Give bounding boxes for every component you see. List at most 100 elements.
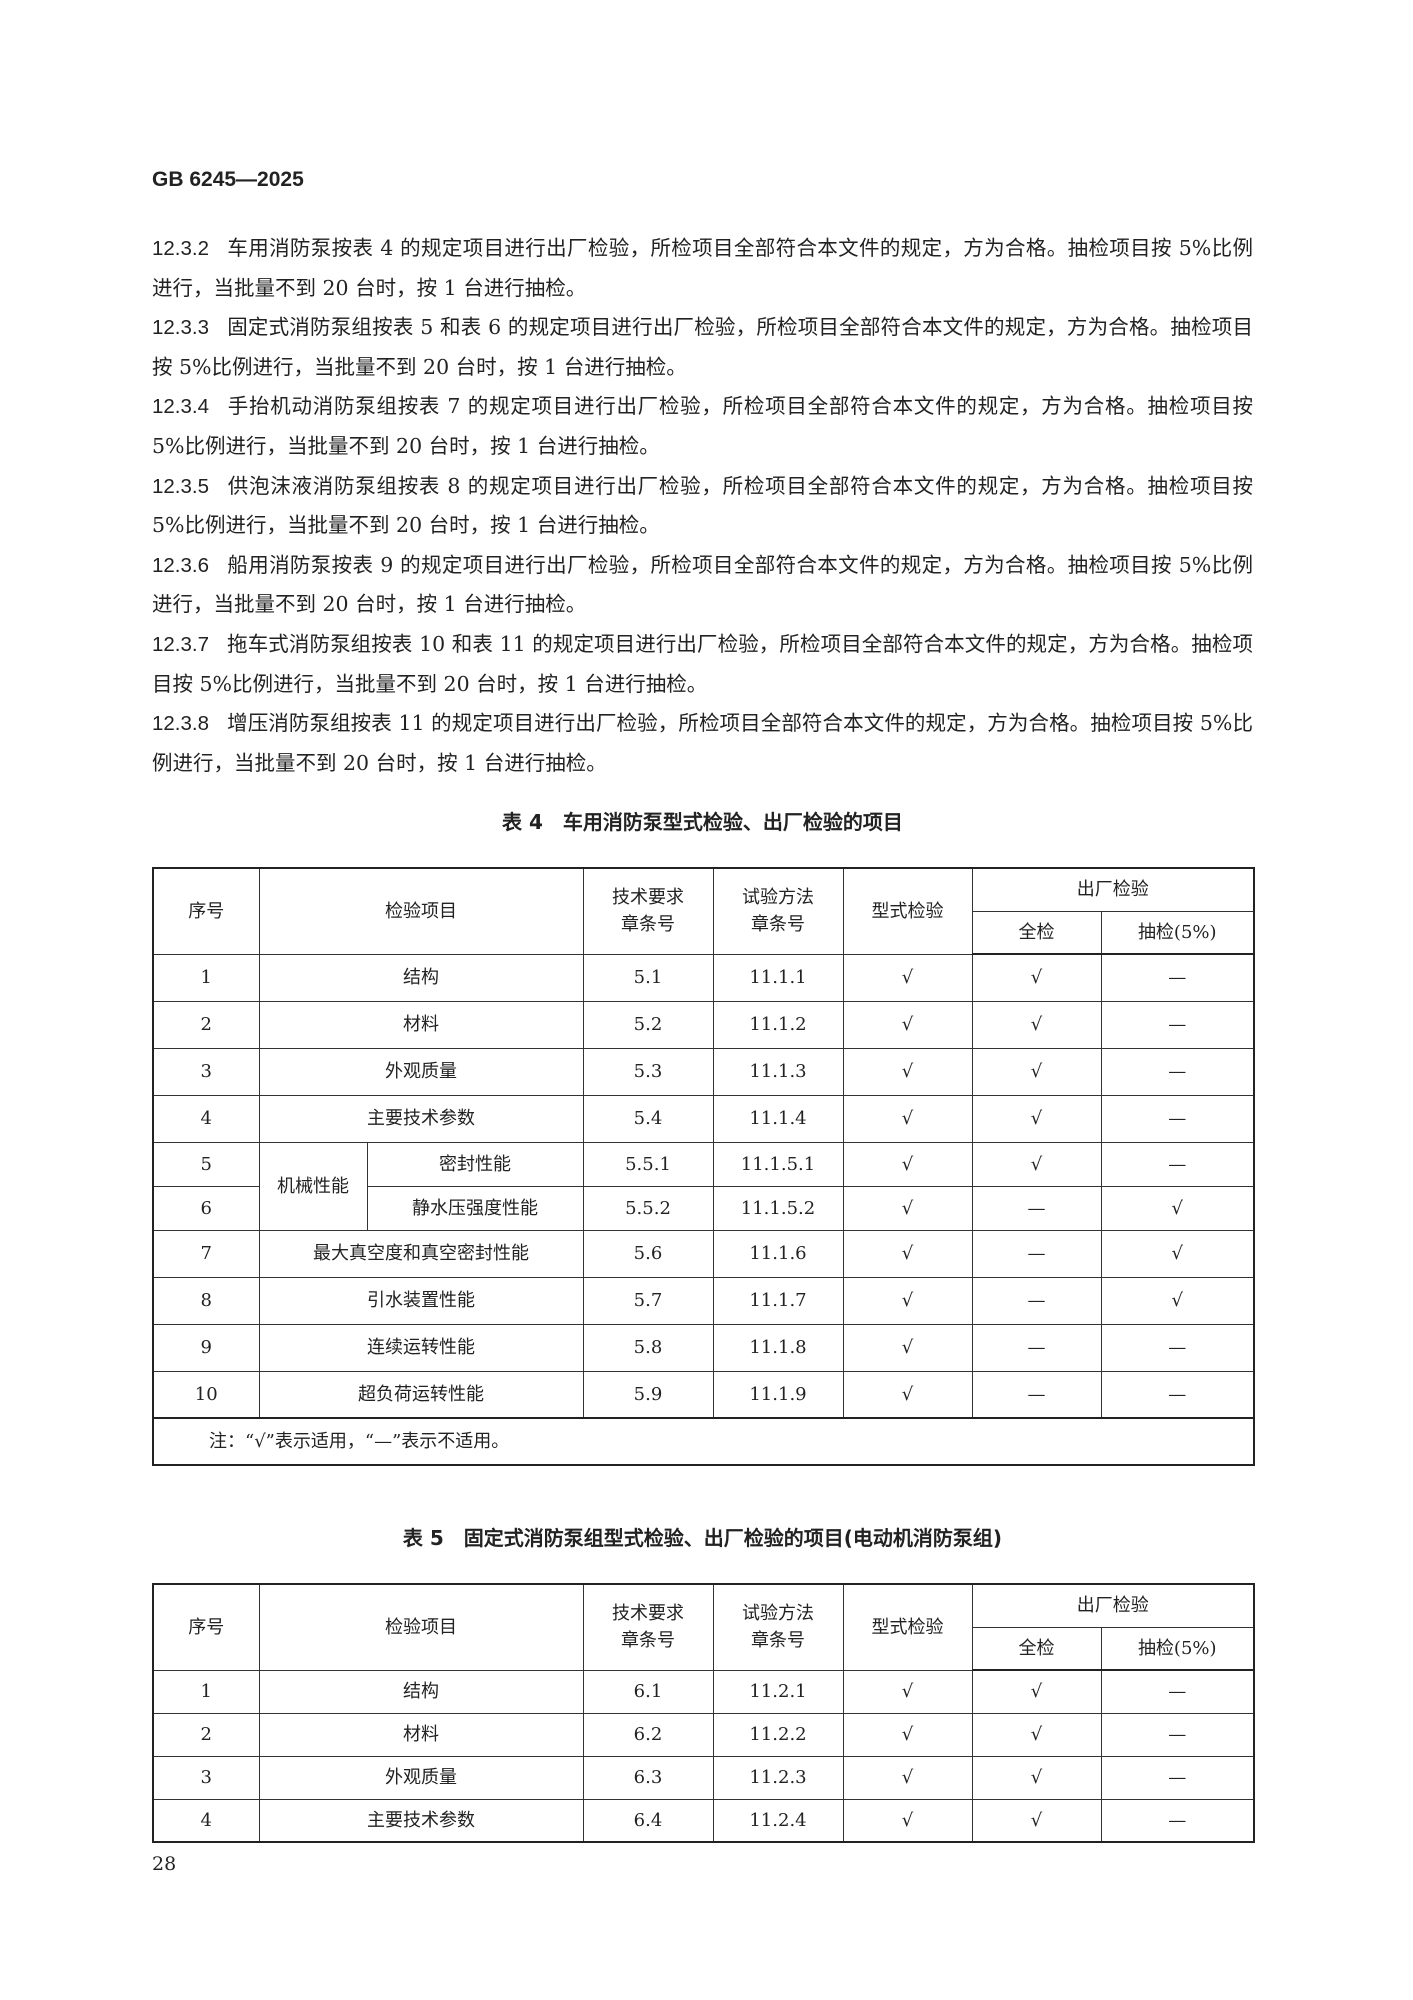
cell-method: 11.1.1 <box>712 953 844 1002</box>
cell-method: 11.2.2 <box>712 1712 844 1757</box>
cell-req: 5.8 <box>582 1323 714 1372</box>
cell-sample: — <box>1100 1000 1255 1049</box>
header-factory: 出厂检验 <box>971 1583 1255 1628</box>
cell-method: 11.1.3 <box>712 1047 844 1096</box>
paragraph: 12.3.8 增压消防泵组按表 11 的规定项目进行出厂检验，所检项目全部符合本文… <box>152 704 1253 783</box>
paragraph: 12.3.3 固定式消防泵组按表 5 和表 6 的规定项目进行出厂检验，所检项目全… <box>152 308 1253 387</box>
cell-method: 11.1.5.2 <box>712 1185 844 1231</box>
cell-req: 6.3 <box>582 1755 714 1800</box>
clause-number: 12.3.8 <box>152 712 209 736</box>
cell-req: 6.4 <box>582 1798 714 1843</box>
clause-text: 船用消防泵按表 9 的规定项目进行出厂检验，所检项目全部符合本文件的规定，方为合… <box>152 552 1253 617</box>
cell-no: 4 <box>152 1094 260 1143</box>
clause-text: 供泡沫液消防泵组按表 8 的规定项目进行出厂检验，所检项目全部符合本文件的规定，… <box>152 473 1253 538</box>
cell-sample: — <box>1100 1370 1255 1419</box>
header-sample: 抽检(5%) <box>1100 910 1255 955</box>
cell-sample: √ <box>1100 1185 1255 1231</box>
table-row: 2 材料 5.2 11.1.2 √ √ — <box>152 1000 1255 1049</box>
table-row: 4 主要技术参数 6.4 11.2.4 √ √ — <box>152 1798 1255 1843</box>
cell-full: √ <box>971 1094 1102 1143</box>
table-row: 3 外观质量 6.3 11.2.3 √ √ — <box>152 1755 1255 1800</box>
header-req: 技术要求 章条号 <box>582 1583 714 1671</box>
header-full: 全检 <box>971 1626 1102 1671</box>
cell-item: 静水压强度性能 <box>366 1185 584 1231</box>
header-no: 序号 <box>152 867 260 955</box>
cell-sample: — <box>1100 1094 1255 1143</box>
cell-full: √ <box>971 1798 1102 1843</box>
cell-method: 11.2.3 <box>712 1755 844 1800</box>
cell-item: 外观质量 <box>258 1047 584 1096</box>
table-row: 1 结构 5.1 11.1.1 √ √ — <box>152 953 1255 1002</box>
cell-type: √ <box>842 1370 973 1419</box>
cell-no: 7 <box>152 1229 260 1278</box>
table-row: 9 连续运转性能 5.8 11.1.8 √ — — <box>152 1323 1255 1372</box>
cell-full: — <box>971 1185 1102 1231</box>
clause-text: 增压消防泵组按表 11 的规定项目进行出厂检验，所检项目全部符合本文件的规定，方… <box>152 711 1253 775</box>
clause-number: 12.3.5 <box>152 474 209 498</box>
cell-no: 5 <box>152 1141 260 1187</box>
clause-text: 固定式消防泵组按表 5 和表 6 的规定项目进行出厂检验，所检项目全部符合本文件… <box>152 315 1253 379</box>
header-full: 全检 <box>971 910 1102 955</box>
cell-full: √ <box>971 1141 1102 1187</box>
table5-title: 表 5 固定式消防泵组型式检验、出厂检验的项目(电动机消防泵组) <box>402 1526 1003 1550</box>
cell-no: 3 <box>152 1047 260 1096</box>
header-method: 试验方法 章条号 <box>712 1583 844 1671</box>
cell-req: 6.2 <box>582 1712 714 1757</box>
header-method: 试验方法 章条号 <box>712 867 844 955</box>
cell-type: √ <box>842 1276 973 1325</box>
cell-full: — <box>971 1323 1102 1372</box>
cell-type: √ <box>842 1094 973 1143</box>
header-type: 型式检验 <box>842 1583 973 1671</box>
table-row: 4 主要技术参数 5.4 11.1.4 √ √ — <box>152 1094 1255 1143</box>
table-row: 3 外观质量 5.3 11.1.3 √ √ — <box>152 1047 1255 1096</box>
cell-req: 5.9 <box>582 1370 714 1419</box>
clause-number: 12.3.3 <box>152 316 209 340</box>
cell-item: 外观质量 <box>258 1755 584 1800</box>
cell-full: √ <box>971 1755 1102 1800</box>
cell-req: 5.3 <box>582 1047 714 1096</box>
cell-full: √ <box>971 953 1102 1002</box>
cell-item: 材料 <box>258 1000 584 1049</box>
header-req: 技术要求 章条号 <box>582 867 714 955</box>
header-row: 序号 检验项目 技术要求 章条号 试验方法 章条号 型式检验 出厂检验 <box>152 1583 1255 1671</box>
cell-method: 11.1.7 <box>712 1276 844 1325</box>
cell-no: 10 <box>152 1370 260 1419</box>
header-sample: 抽检(5%) <box>1100 1626 1255 1671</box>
cell-item: 结构 <box>258 953 584 1002</box>
paragraph: 12.3.6 船用消防泵按表 9 的规定项目进行出厂检验，所检项目全部符合本文件的… <box>152 546 1253 625</box>
table-row: 1 结构 6.1 11.2.1 √ √ — <box>152 1669 1255 1714</box>
cell-item: 主要技术参数 <box>258 1798 584 1843</box>
cell-type: √ <box>842 1047 973 1096</box>
clause-text: 车用消防泵按表 4 的规定项目进行出厂检验，所检项目全部符合本文件的规定，方为合… <box>152 236 1253 300</box>
cell-method: 11.1.4 <box>712 1094 844 1143</box>
table-note: 注：“√”表示适用，“—”表示不适用。 <box>152 1417 1255 1466</box>
cell-method: 11.1.5.1 <box>712 1141 844 1187</box>
cell-type: √ <box>842 1229 973 1278</box>
cell-req: 5.2 <box>582 1000 714 1049</box>
cell-full: — <box>971 1370 1102 1419</box>
clause-text: 手抬机动消防泵组按表 7 的规定项目进行出厂检验，所检项目全部符合本文件的规定，… <box>152 394 1253 458</box>
cell-no: 2 <box>152 1000 260 1049</box>
cell-sample: — <box>1100 1323 1255 1372</box>
cell-method: 11.2.1 <box>712 1669 844 1714</box>
cell-full: — <box>971 1229 1102 1278</box>
cell-type: √ <box>842 1755 973 1800</box>
header-factory: 出厂检验 <box>971 867 1255 912</box>
cell-sample: √ <box>1100 1276 1255 1325</box>
cell-method: 11.1.2 <box>712 1000 844 1049</box>
cell-req: 5.6 <box>582 1229 714 1278</box>
cell-sample: — <box>1100 1798 1255 1843</box>
cell-no: 9 <box>152 1323 260 1372</box>
header-item: 检验项目 <box>258 1583 584 1671</box>
table4: 序号 检验项目 技术要求 章条号 试验方法 章条号 型式检验 出厂检验 全检 抽检(5%) 1 结… <box>152 867 1255 1466</box>
cell-req: 6.1 <box>582 1669 714 1714</box>
cell-req: 5.4 <box>582 1094 714 1143</box>
cell-type: √ <box>842 1000 973 1049</box>
cell-full: √ <box>971 1712 1102 1757</box>
cell-method: 11.1.6 <box>712 1229 844 1278</box>
cell-sample: √ <box>1100 1229 1255 1278</box>
cell-sample: — <box>1100 1712 1255 1757</box>
cell-no: 8 <box>152 1276 260 1325</box>
cell-item: 材料 <box>258 1712 584 1757</box>
cell-sample: — <box>1100 1141 1255 1187</box>
